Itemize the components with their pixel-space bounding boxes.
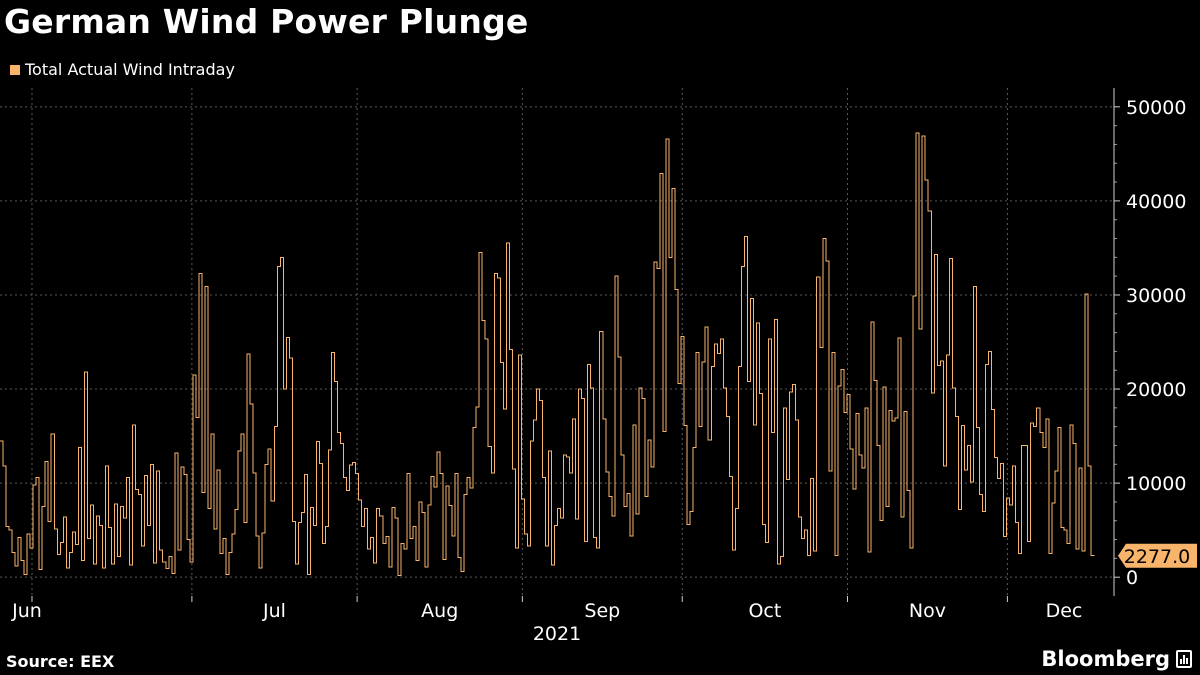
legend-swatch bbox=[10, 64, 20, 75]
x-tick-label: Jul bbox=[262, 600, 286, 622]
axes bbox=[31, 88, 1120, 602]
x-tick-label: Oct bbox=[748, 600, 781, 622]
wind-series-line bbox=[0, 132, 1095, 576]
last-value-tag bbox=[1118, 543, 1197, 568]
x-tick-label: Nov bbox=[909, 600, 946, 622]
legend-label: Total Actual Wind Intraday bbox=[25, 60, 235, 79]
labels: 0 10000 20000 30000 40000 50000 Jun Jul Aug Sep Oc… bbox=[11, 97, 1197, 645]
x-tick-label: Dec bbox=[1046, 600, 1083, 622]
y-tick-label: 50000 bbox=[1126, 97, 1186, 119]
x-tick-label: Aug bbox=[421, 600, 458, 622]
legend: Total Actual Wind Intraday bbox=[10, 60, 235, 79]
source-note: Source: EEX bbox=[6, 652, 115, 671]
bloomberg-logo: Bloomberg bbox=[1041, 647, 1192, 671]
brand-text: Bloomberg bbox=[1041, 647, 1170, 671]
x-tick-label: Sep bbox=[584, 600, 620, 622]
bloomberg-mark-icon bbox=[1176, 650, 1192, 668]
grid bbox=[0, 88, 1114, 596]
chart-title: German Wind Power Plunge bbox=[4, 2, 529, 41]
series-layer bbox=[0, 132, 1095, 576]
x-tick-label: Jun bbox=[11, 600, 42, 622]
y-tick-label: 20000 bbox=[1126, 379, 1186, 401]
x-axis-year-label: 2021 bbox=[533, 623, 581, 645]
y-tick-label: 0 bbox=[1126, 567, 1138, 589]
last-value-label: 2277.0 bbox=[1124, 546, 1190, 568]
y-tick-label: 40000 bbox=[1126, 191, 1186, 213]
y-tick-label: 30000 bbox=[1126, 285, 1186, 307]
y-tick-label: 10000 bbox=[1126, 473, 1186, 495]
